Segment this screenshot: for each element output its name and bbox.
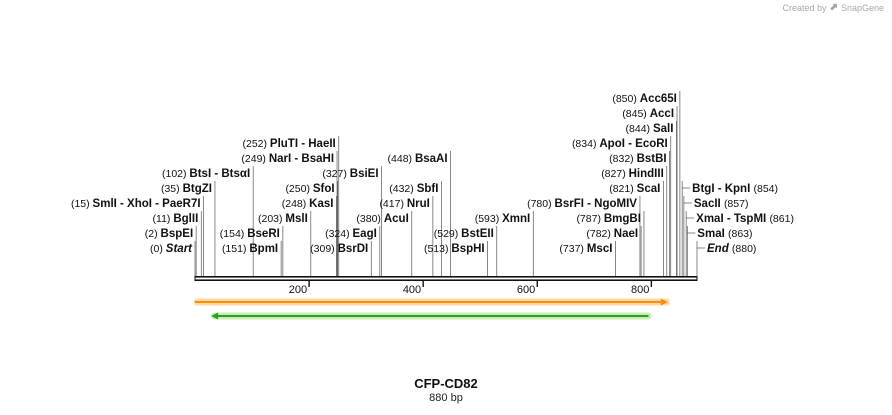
cut-site-label: (203) MslI	[258, 213, 308, 225]
ruler-tick-label: 800	[631, 284, 649, 296]
cut-site-label: (737) MscI	[559, 243, 612, 255]
cut-site-label: (529) BstEII	[434, 228, 494, 240]
cut-site-label: (250) SfoI	[285, 183, 334, 195]
cut-site-label: (827) HindIII	[601, 168, 664, 180]
orange-feature-arrow	[194, 298, 670, 306]
snapgene-logo-icon: ⬈	[829, 2, 838, 13]
cut-site-label: (380) AcuI	[356, 213, 408, 225]
cut-site-label: (821) ScaI	[609, 183, 660, 195]
cut-site-label: (787) BmgBI	[576, 213, 641, 225]
cut-site-label: (248) KasI	[282, 198, 334, 210]
cut-site-label: (35) BtgZI	[161, 183, 212, 195]
cut-site-label: (15) SmlI - XhoI - PaeR7I	[71, 198, 201, 210]
cut-site-label: (593) XmnI	[475, 213, 531, 225]
cut-site-label: (154) BseRI	[220, 228, 280, 240]
cut-site-label: (834) ApoI - EcoRI	[572, 138, 668, 150]
cut-site-label: (850) Acc65I	[612, 93, 677, 105]
ruler-tick-label: 600	[517, 284, 535, 296]
cut-site-label: (2) BspEI	[145, 228, 193, 240]
credit-text: Created by	[782, 2, 827, 13]
cut-site-label: (845) AccI	[622, 108, 674, 120]
credit-brand: SnapGene	[840, 2, 884, 13]
cut-site-label: (249) NarI - BsaHI	[241, 153, 334, 165]
cut-site-label: (324) EagI	[325, 228, 377, 240]
cut-site-label: (780) BsrFI - NgoMIV	[527, 198, 637, 210]
cut-site-label: (0) Start	[150, 243, 193, 255]
ruler-tick-label: 200	[289, 284, 307, 296]
ruler-tick-label: 400	[403, 284, 421, 296]
cut-site-label: SmaI (863)	[697, 228, 752, 240]
cut-site-label: End (880)	[707, 243, 756, 255]
cut-site-label: (327) BsiEI	[322, 168, 378, 180]
cut-site-label: (102) BtsI - BtsαI	[162, 168, 250, 180]
cut-site-label: (151) BpmI	[222, 243, 278, 255]
cut-site-label: BtgI - KpnI (854)	[692, 183, 778, 195]
cut-site-label: SacII (857)	[694, 198, 749, 210]
green-feature-arrow	[211, 312, 652, 320]
sequence-title-block: CFP-CD82 880 bp	[0, 376, 892, 404]
cut-site-label: (11) BglII	[153, 213, 199, 225]
cut-site-label: (252) PluTI - HaeII	[242, 138, 335, 150]
cut-site-label: (448) BsaAI	[388, 153, 448, 165]
cut-site-label: (782) NaeI	[586, 228, 638, 240]
sequence-name: CFP-CD82	[414, 376, 478, 391]
backbone-top-strand	[195, 276, 697, 278]
cut-site-label: (432) SbfI	[389, 183, 438, 195]
cut-site-label: (844) SalI	[626, 123, 674, 135]
cut-site-label: XmaI - TspMI (861)	[696, 213, 794, 225]
backbone-bottom-strand	[195, 279, 697, 281]
cut-site-label: (417) NruI	[379, 198, 429, 210]
snapgene-credit: Created by ⬈ SnapGene	[783, 2, 884, 13]
cut-site-label: (832) BstBI	[609, 153, 666, 165]
cut-site-label: (309) BsrDI	[310, 243, 368, 255]
cut-site-label: (513) BspHI	[424, 243, 485, 255]
sequence-length: 880 bp	[429, 392, 463, 404]
